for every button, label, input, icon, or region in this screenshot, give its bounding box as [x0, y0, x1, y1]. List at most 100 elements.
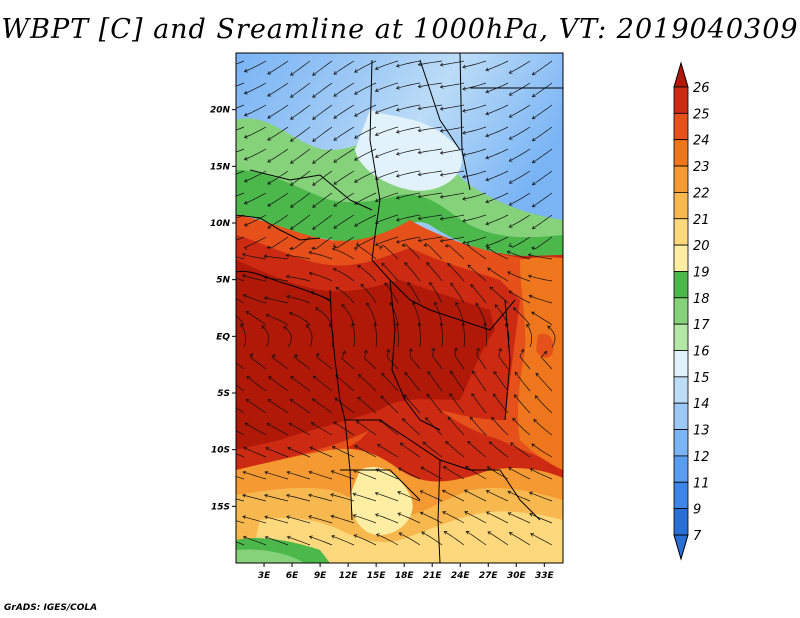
streamline-arrowhead: [360, 283, 365, 288]
streamline: [418, 104, 443, 110]
streamline: [243, 294, 267, 304]
streamline: [513, 307, 531, 326]
streamline-arrowhead: [374, 513, 379, 518]
streamline: [244, 60, 267, 72]
streamline-arrowhead: [356, 241, 360, 246]
streamline-arrowhead: [464, 489, 468, 494]
streamline-arrowhead: [242, 274, 246, 278]
streamline: [402, 244, 421, 260]
streamline: [498, 348, 509, 370]
streamline: [290, 192, 311, 208]
streamline: [357, 396, 377, 414]
streamline-arrowhead: [263, 254, 268, 259]
colorbar-segment: [673, 455, 689, 483]
streamline-arrowhead: [315, 307, 319, 311]
streamline: [531, 443, 553, 458]
streamline-arrowhead: [374, 110, 379, 114]
streamline: [379, 244, 399, 260]
streamline-arrowhead: [242, 470, 247, 475]
streamline: [244, 82, 267, 94]
streamline-arrowhead: [508, 290, 513, 295]
streamline: [375, 170, 399, 180]
streamline-arrowhead: [447, 262, 451, 267]
streamline: [462, 60, 487, 68]
lon-tick-label: 33E: [535, 571, 555, 581]
streamline-arrowhead: [487, 531, 492, 535]
streamline-arrowhead: [243, 200, 248, 205]
streamline: [426, 262, 443, 282]
streamline-arrowhead: [286, 535, 291, 540]
streamline-arrowhead: [312, 160, 316, 164]
streamline: [236, 256, 245, 260]
streamline: [333, 268, 355, 282]
streamline-arrowhead: [290, 226, 294, 230]
streamline-arrowhead: [224, 423, 227, 426]
streamline-arrowhead: [309, 446, 314, 451]
colorbar-label: 22: [693, 186, 710, 201]
streamline-arrowhead: [242, 493, 246, 498]
streamline-arrowhead: [333, 115, 338, 119]
streamline-arrowhead: [483, 322, 488, 327]
streamline: [244, 148, 267, 160]
streamline: [402, 418, 421, 436]
colorbar-label: 13: [693, 424, 710, 439]
streamline: [267, 192, 289, 207]
colorbar-segment: [673, 191, 689, 220]
streamline: [341, 350, 355, 370]
streamline: [333, 192, 355, 207]
streamline: [267, 148, 289, 163]
streamline: [351, 323, 356, 348]
streamline: [532, 104, 553, 120]
streamline-arrowhead: [285, 253, 290, 258]
streamline-arrowhead: [531, 71, 536, 76]
streamline-arrowhead: [334, 397, 339, 402]
streamline: [315, 353, 333, 370]
streamline: [442, 489, 465, 502]
streamline-arrowhead: [508, 158, 513, 162]
streamline: [447, 263, 465, 282]
streamline-arrowhead: [228, 307, 231, 310]
streamline: [396, 104, 421, 111]
streamline: [418, 323, 421, 348]
streamline-arrowhead: [333, 93, 338, 97]
streamline-arrowhead: [397, 491, 401, 495]
streamline: [312, 398, 333, 414]
streamline-arrowhead: [508, 70, 513, 74]
streamline: [462, 236, 487, 244]
streamline-arrowhead: [427, 371, 431, 375]
streamline: [462, 104, 487, 112]
streamline-arrowhead: [263, 296, 268, 301]
streamline: [529, 492, 553, 502]
streamline-arrowhead: [244, 422, 249, 427]
streamline: [399, 532, 421, 546]
streamline: [308, 471, 333, 480]
latitude-axis: 20N 15N 10N 5N EQ 5S 10S 15S: [210, 106, 236, 512]
streamline: [375, 214, 399, 224]
streamline-arrowhead: [285, 274, 290, 279]
streamline-arrowhead: [330, 470, 335, 474]
colorbar-label: 9: [693, 503, 701, 518]
streamline: [375, 126, 399, 136]
streamline-arrowhead: [351, 322, 356, 327]
streamline: [396, 170, 421, 177]
streamline-arrowhead: [221, 154, 224, 157]
lon-tick-label: 15E: [367, 571, 387, 581]
streamline-arrowhead: [531, 443, 536, 448]
streamline-arrowhead: [449, 393, 453, 397]
streamline: [509, 532, 531, 546]
streamline-arrowhead: [488, 441, 493, 445]
streamline: [308, 515, 333, 524]
streamline-arrowhead: [420, 466, 425, 471]
streamline-arrowhead: [312, 182, 316, 186]
streamline-arrowhead: [341, 304, 346, 308]
streamline: [312, 192, 333, 208]
streamline: [236, 362, 245, 370]
streamline: [376, 533, 399, 546]
streamline-arrowhead: [333, 421, 338, 426]
streamline: [288, 422, 311, 436]
streamline-arrowhead: [402, 418, 406, 422]
streamline-arrowhead: [243, 156, 248, 161]
streamline: [485, 192, 509, 203]
streamline-arrowhead: [374, 66, 379, 70]
streamline: [286, 471, 311, 480]
